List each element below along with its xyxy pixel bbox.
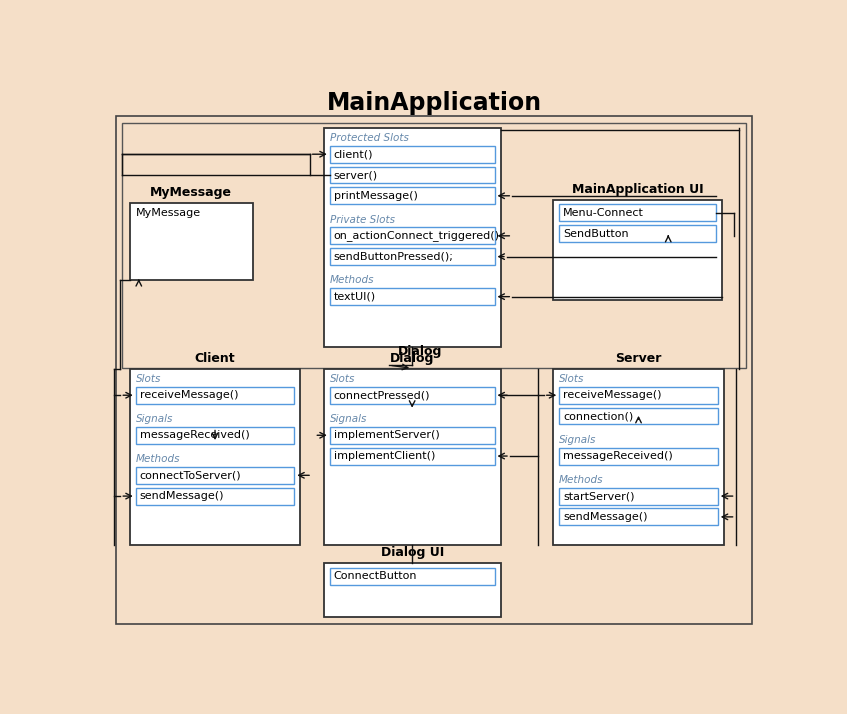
FancyBboxPatch shape <box>559 448 718 465</box>
FancyBboxPatch shape <box>136 467 295 484</box>
FancyBboxPatch shape <box>324 563 501 617</box>
FancyBboxPatch shape <box>136 427 295 443</box>
FancyBboxPatch shape <box>329 288 495 305</box>
Text: Signals: Signals <box>559 435 596 445</box>
Text: server(): server() <box>334 170 378 180</box>
FancyBboxPatch shape <box>559 204 717 221</box>
Text: messageReceived(): messageReceived() <box>140 431 249 441</box>
FancyBboxPatch shape <box>559 408 718 425</box>
Text: messageReceived(): messageReceived() <box>563 451 673 461</box>
FancyBboxPatch shape <box>329 166 495 183</box>
FancyBboxPatch shape <box>324 369 501 545</box>
Text: printMessage(): printMessage() <box>334 191 418 201</box>
FancyBboxPatch shape <box>553 200 722 300</box>
FancyBboxPatch shape <box>329 387 495 403</box>
FancyBboxPatch shape <box>329 248 495 265</box>
Text: on_actionConnect_triggered(): on_actionConnect_triggered() <box>334 231 500 241</box>
Text: Signals: Signals <box>136 414 173 424</box>
Text: MainApplication UI: MainApplication UI <box>572 183 704 196</box>
Text: MyMessage: MyMessage <box>136 208 201 218</box>
FancyBboxPatch shape <box>324 128 501 348</box>
FancyBboxPatch shape <box>329 427 495 443</box>
Text: sendButtonPressed();: sendButtonPressed(); <box>334 251 453 261</box>
FancyBboxPatch shape <box>559 488 718 505</box>
Text: SendButton: SendButton <box>563 228 628 238</box>
Text: sendMessage(): sendMessage() <box>140 491 224 501</box>
Text: connectPressed(): connectPressed() <box>334 391 430 401</box>
Text: textUI(): textUI() <box>334 291 376 301</box>
FancyBboxPatch shape <box>329 448 495 465</box>
Text: Slots: Slots <box>136 374 161 384</box>
FancyBboxPatch shape <box>559 387 718 403</box>
Text: Client: Client <box>195 352 235 365</box>
Text: connectToServer(): connectToServer() <box>140 471 241 481</box>
Text: Protected Slots: Protected Slots <box>329 133 408 143</box>
Text: Dialog: Dialog <box>390 352 435 365</box>
Text: sendMessage(): sendMessage() <box>563 512 648 522</box>
Text: startServer(): startServer() <box>563 491 634 501</box>
Text: Dialog: Dialog <box>397 346 442 358</box>
FancyBboxPatch shape <box>559 508 718 526</box>
Text: Methods: Methods <box>329 276 374 286</box>
Text: implementClient(): implementClient() <box>334 451 435 461</box>
Text: connection(): connection() <box>563 411 634 421</box>
Text: MainApplication: MainApplication <box>327 91 541 115</box>
FancyBboxPatch shape <box>329 187 495 204</box>
Text: Private Slots: Private Slots <box>329 215 395 225</box>
FancyBboxPatch shape <box>329 146 495 163</box>
Text: Menu-Connect: Menu-Connect <box>563 208 644 218</box>
FancyBboxPatch shape <box>329 568 495 585</box>
Text: Dialog UI: Dialog UI <box>380 546 444 559</box>
Text: Slots: Slots <box>329 374 355 384</box>
FancyBboxPatch shape <box>130 203 252 280</box>
Text: implementServer(): implementServer() <box>334 431 440 441</box>
Text: client(): client() <box>334 149 373 159</box>
Text: Methods: Methods <box>559 475 604 485</box>
FancyBboxPatch shape <box>559 225 717 242</box>
Text: MyMessage: MyMessage <box>150 186 232 199</box>
Text: ConnectButton: ConnectButton <box>334 571 417 581</box>
FancyBboxPatch shape <box>329 227 495 244</box>
FancyBboxPatch shape <box>130 369 301 545</box>
Text: receiveMessage(): receiveMessage() <box>563 391 662 401</box>
Text: receiveMessage(): receiveMessage() <box>140 391 238 401</box>
FancyBboxPatch shape <box>553 369 724 545</box>
FancyBboxPatch shape <box>136 488 295 505</box>
Text: Methods: Methods <box>136 454 180 464</box>
Text: Server: Server <box>615 352 662 365</box>
Text: Slots: Slots <box>559 374 584 384</box>
Text: Signals: Signals <box>329 414 367 424</box>
FancyBboxPatch shape <box>136 387 295 403</box>
